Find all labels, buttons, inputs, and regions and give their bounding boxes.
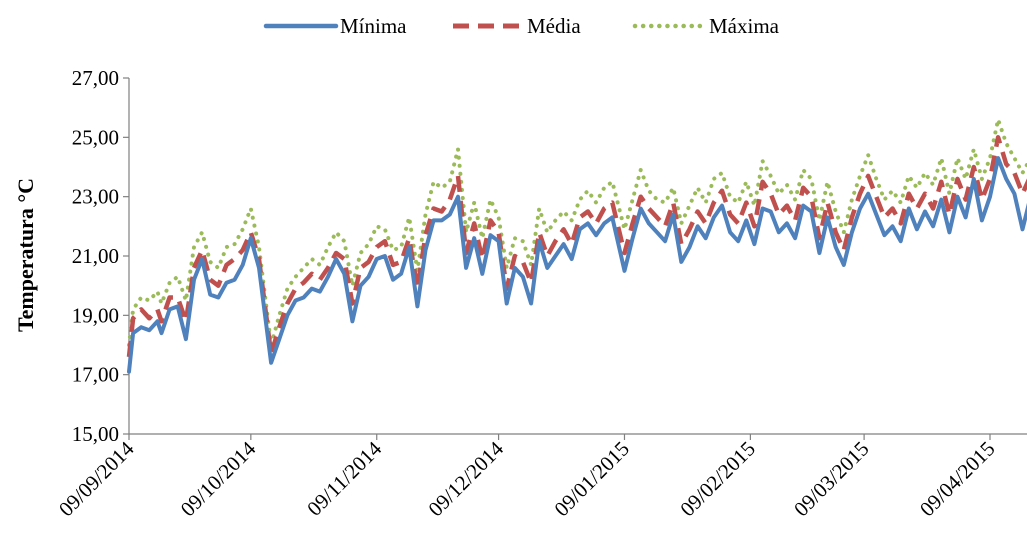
- y-tick-label: 25,00: [72, 125, 119, 149]
- y-tick-label: 27,00: [72, 66, 119, 90]
- y-tick-label: 21,00: [72, 244, 119, 268]
- y-tick-label: 23,00: [72, 185, 119, 209]
- y-axis-title: Temperatura °C: [13, 178, 38, 332]
- series-layer: [126, 117, 1027, 374]
- x-axis: 09/09/2014 09/10/2014 09/11/2014 09/12/2014…: [54, 433, 1027, 522]
- legend-label: Mínima: [340, 14, 407, 38]
- x-tick-label: 09/11/2014: [302, 436, 386, 520]
- series-line-solid: [127, 156, 1027, 374]
- y-tick-label: 15,00: [72, 422, 119, 446]
- y-axis: 15,00 17,00 19,00 21,00 23,00 25,00 27,00: [72, 66, 130, 446]
- x-tick-label: 09/02/2015: [675, 437, 760, 522]
- x-tick-label: 09/03/2015: [789, 437, 874, 522]
- x-tick-label: 09/09/2014: [54, 436, 139, 521]
- x-tick-label: 09/01/2015: [549, 437, 634, 522]
- series-line-dotted: [127, 117, 1027, 347]
- legend-label: Média: [527, 14, 581, 38]
- legend: Mínima Média Máxima: [263, 14, 780, 38]
- x-tick-label: 09/10/2014: [176, 436, 261, 521]
- y-tick-label: 19,00: [72, 303, 119, 327]
- x-tick-label: 09/12/2014: [423, 436, 508, 521]
- y-tick-label: 17,00: [72, 363, 119, 387]
- x-tick-label: 09/04/2015: [915, 437, 1000, 522]
- legend-label: Máxima: [709, 14, 780, 38]
- series-line-dashed: [126, 135, 1027, 358]
